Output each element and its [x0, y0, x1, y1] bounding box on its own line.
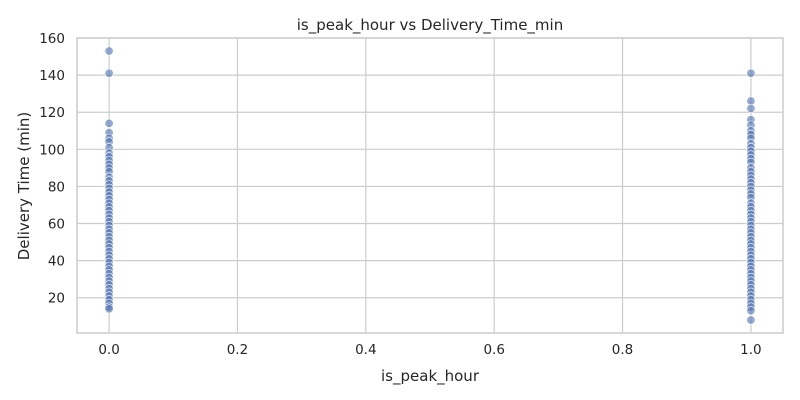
data-point: [104, 304, 114, 314]
y-tick-label: 100: [39, 142, 65, 158]
y-tick-label: 120: [39, 105, 65, 121]
y-tick-labels: 20 40 60 80 100 120 140 160: [39, 31, 65, 307]
data-point: [746, 306, 756, 316]
data-point: [104, 68, 114, 78]
data-point: [104, 46, 114, 56]
data-point: [746, 315, 756, 325]
x-tick-label: 1.0: [740, 342, 761, 358]
y-tick-label: 160: [39, 31, 65, 47]
x-tick-labels: 0.0 0.2 0.4 0.6 0.8 1.0: [98, 342, 761, 358]
data-points: [104, 46, 756, 325]
axes-frame: [76, 37, 784, 334]
y-axis-label: Delivery Time (min): [15, 112, 33, 261]
y-tick-label: 80: [48, 179, 65, 195]
data-point: [104, 118, 114, 128]
chart-title: is_peak_hour vs Delivery_Time_min: [297, 16, 563, 35]
y-tick-label: 60: [48, 217, 65, 233]
data-point: [746, 68, 756, 78]
y-tick-label: 20: [48, 291, 65, 307]
data-point: [746, 104, 756, 114]
x-axis-label: is_peak_hour: [381, 367, 480, 386]
grid-lines: [77, 37, 783, 333]
x-tick-label: 0.0: [98, 342, 119, 358]
y-tick-label: 140: [39, 68, 65, 84]
x-tick-label: 0.6: [483, 342, 504, 358]
x-tick-label: 0.8: [612, 342, 633, 358]
y-tick-label: 40: [48, 254, 65, 270]
plot-border: [76, 37, 784, 334]
x-tick-label: 0.4: [355, 342, 376, 358]
x-tick-label: 0.2: [227, 342, 248, 358]
